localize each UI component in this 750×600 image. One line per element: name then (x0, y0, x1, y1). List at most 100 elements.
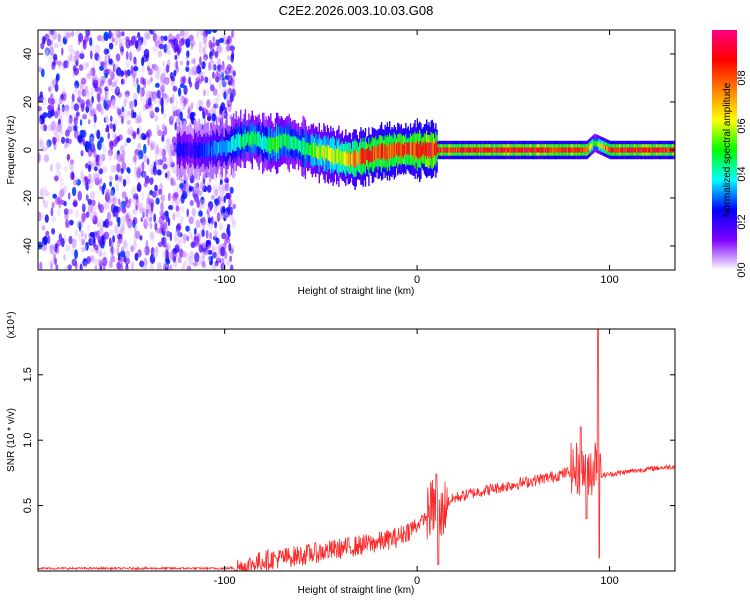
noise-speck (143, 248, 147, 255)
ridge-cell (213, 140, 215, 155)
noise-speck (200, 217, 205, 224)
noise-speck (179, 60, 184, 66)
ridge-cell (256, 133, 258, 147)
ridge-cell (635, 147, 637, 153)
noise-speck (60, 106, 66, 117)
ridge-cell (602, 144, 604, 150)
noise-speck (84, 261, 88, 268)
ridge-cell (251, 131, 253, 148)
noise-speck (94, 166, 98, 172)
noise-speck (43, 235, 48, 246)
noise-speck (96, 92, 101, 102)
spectrogram-x-axis: -100 0 100 (214, 30, 619, 286)
noise-speck (53, 43, 60, 49)
noise-speck (129, 100, 134, 110)
noise-speck (70, 55, 76, 63)
ridge-cell (458, 147, 460, 153)
noise-speck (165, 243, 171, 251)
ridge-cell (318, 143, 320, 161)
noise-speck (43, 200, 49, 209)
noise-speck (121, 194, 126, 201)
ridge-cell (650, 147, 652, 153)
ridge-cell (411, 142, 413, 156)
noise-speck (179, 38, 185, 47)
noise-speck (61, 136, 66, 144)
ridge-cell (435, 140, 437, 157)
noise-speck (145, 239, 149, 250)
ridge-cell (624, 147, 626, 153)
noise-speck (52, 253, 57, 263)
noise-speck (125, 36, 130, 42)
ridge-cell (238, 134, 241, 149)
noise-speck (175, 237, 181, 245)
noise-speck (50, 120, 56, 131)
noise-speck (160, 194, 166, 203)
ridge-cell (585, 147, 587, 153)
noise-speck (111, 246, 114, 256)
ridge-cell (644, 147, 646, 153)
ridge-cell (190, 142, 192, 158)
noise-speck (96, 221, 101, 227)
noise-speck (186, 50, 190, 58)
noise-speck (218, 37, 225, 44)
ridge-cell (198, 142, 200, 160)
noise-speck (49, 30, 55, 36)
ridge-cell (495, 147, 497, 153)
noise-speck (105, 91, 108, 101)
noise-speck (121, 191, 127, 199)
noise-speck (114, 78, 119, 85)
ridge-cell (359, 151, 361, 165)
noise-speck (104, 218, 110, 229)
noise-speck (38, 66, 43, 73)
y-tick-label: 40 (22, 48, 34, 60)
ridge-cell (422, 142, 424, 155)
noise-speck (220, 102, 226, 112)
ridge-cell (652, 147, 654, 153)
ridge-cell (662, 147, 665, 153)
ridge-cell (559, 147, 562, 153)
noise-speck (166, 40, 171, 49)
noise-speck (188, 34, 194, 42)
noise-speck (161, 105, 164, 115)
noise-speck (125, 263, 129, 270)
ridge-cell (558, 147, 561, 153)
ridge-cell (573, 147, 576, 153)
noise-speck (222, 206, 226, 214)
noise-speck (151, 234, 155, 243)
noise-speck (179, 111, 183, 121)
noise-speck (127, 168, 131, 174)
noise-speck (147, 68, 153, 76)
ridge-cell (617, 147, 620, 153)
noise-speck (109, 181, 112, 187)
noise-speck (196, 198, 200, 208)
noise-speck (191, 208, 196, 216)
noise-speck (113, 155, 117, 161)
ridge-cell (622, 147, 624, 153)
noise-speck (170, 177, 176, 186)
ridge-cell (348, 152, 350, 167)
noise-speck (214, 188, 219, 197)
noise-speck (109, 122, 114, 130)
ridge-cell (268, 138, 271, 153)
ridge-cell (631, 147, 633, 153)
noise-speck (213, 262, 218, 270)
noise-speck (198, 106, 203, 112)
noise-speck (142, 36, 147, 46)
noise-speck (147, 79, 151, 85)
noise-speck (90, 67, 96, 77)
noise-speck (137, 154, 141, 161)
noise-speck (57, 33, 61, 43)
ridge-cell (404, 142, 406, 155)
noise-speck (63, 60, 69, 69)
noise-speck (190, 241, 196, 248)
noise-speck (209, 204, 212, 211)
noise-speck (199, 56, 202, 66)
ridge-cell (250, 130, 252, 145)
ridge-cell (244, 129, 247, 147)
noise-speck (224, 251, 228, 260)
ridge-cell (322, 145, 324, 157)
noise-speck (145, 94, 149, 103)
noise-speck (86, 141, 92, 152)
ridge-cell (334, 150, 337, 162)
noise-speck (213, 244, 220, 255)
